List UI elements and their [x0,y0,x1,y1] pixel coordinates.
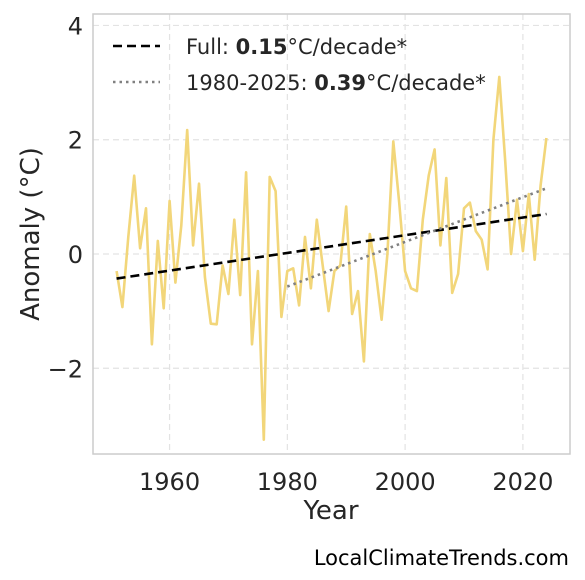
y-tick-label: −2 [48,355,83,383]
grid [93,14,570,454]
source-credit: LocalClimateTrends.com [313,546,569,570]
anomaly-series-line [115,75,548,442]
x-tick-label: 1960 [139,468,200,496]
legend-label-full: Full: 0.15°C/decade* [186,35,407,59]
legend-full-prefix: Full: [186,35,236,59]
x-tick-label: 1980 [257,468,318,496]
y-axis-label: Anomaly (°C) [16,147,46,321]
x-axis-label: Year [302,496,358,526]
legend-recent-prefix: 1980-2025: [186,71,314,95]
x-tick-label: 2000 [375,468,436,496]
legend: Full: 0.15°C/decade* 1980-2025: 0.39°C/d… [113,35,486,95]
legend-label-recent: 1980-2025: 0.39°C/decade* [186,71,486,95]
recent-trend-line [286,187,547,288]
legend-full-rate: 0.15 [236,35,288,59]
legend-recent-rate: 0.39 [314,71,366,95]
y-tick-label: 2 [68,127,83,155]
y-tick-label: 4 [68,12,83,40]
full-trend-line [116,212,547,280]
x-tick-label: 2020 [492,468,553,496]
legend-recent-unit: °C/decade* [366,71,486,95]
y-tick-label: 0 [68,241,83,269]
data-layer [115,75,548,442]
legend-full-unit: °C/decade* [288,35,408,59]
ticks: 1960 1980 2000 2020 −2 0 2 4 [48,12,554,496]
plot-frame [92,13,571,455]
